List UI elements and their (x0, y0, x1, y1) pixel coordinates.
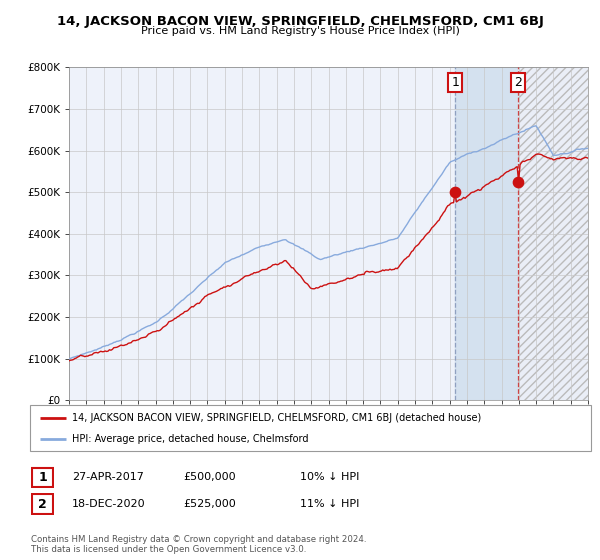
Text: 14, JACKSON BACON VIEW, SPRINGFIELD, CHELMSFORD, CM1 6BJ: 14, JACKSON BACON VIEW, SPRINGFIELD, CHE… (56, 15, 544, 28)
Text: 14, JACKSON BACON VIEW, SPRINGFIELD, CHELMSFORD, CM1 6BJ (detached house): 14, JACKSON BACON VIEW, SPRINGFIELD, CHE… (72, 413, 481, 423)
Text: 1: 1 (38, 470, 47, 484)
Text: Contains HM Land Registry data © Crown copyright and database right 2024.
This d: Contains HM Land Registry data © Crown c… (31, 535, 367, 554)
Text: 2: 2 (38, 497, 47, 511)
Text: 1: 1 (451, 76, 459, 88)
FancyBboxPatch shape (32, 468, 53, 487)
FancyBboxPatch shape (30, 405, 591, 451)
Bar (455, 67, 518, 400)
Text: 10% ↓ HPI: 10% ↓ HPI (300, 472, 359, 482)
Text: HPI: Average price, detached house, Chelmsford: HPI: Average price, detached house, Chel… (72, 434, 308, 444)
Text: 2: 2 (514, 76, 522, 88)
Text: 18-DEC-2020: 18-DEC-2020 (72, 499, 146, 509)
Bar (518, 67, 596, 400)
Text: Price paid vs. HM Land Registry's House Price Index (HPI): Price paid vs. HM Land Registry's House … (140, 26, 460, 36)
Text: £500,000: £500,000 (183, 472, 236, 482)
Text: 11% ↓ HPI: 11% ↓ HPI (300, 499, 359, 509)
Bar (518, 67, 596, 400)
Point (451, 188, 460, 197)
Text: 27-APR-2017: 27-APR-2017 (72, 472, 144, 482)
Point (514, 178, 523, 186)
FancyBboxPatch shape (32, 494, 53, 514)
Text: £525,000: £525,000 (183, 499, 236, 509)
